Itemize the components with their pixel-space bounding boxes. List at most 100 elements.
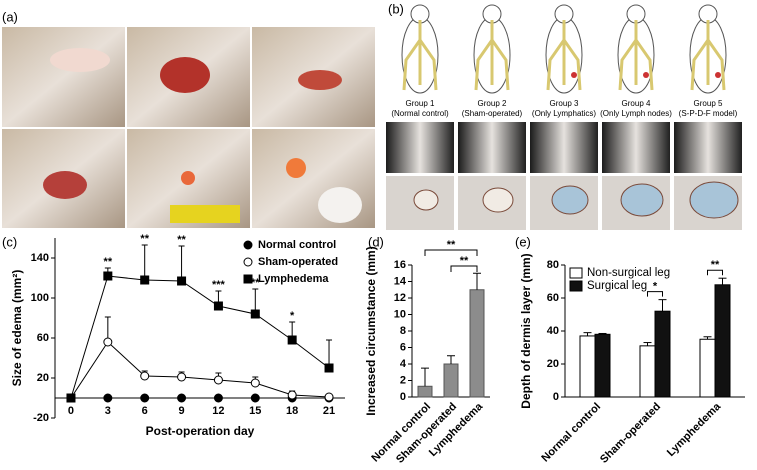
group-note: (Only Lymph nodes) [600,109,672,118]
surgery-photos [2,27,375,228]
x-tick-label: Normal control [539,401,603,465]
significance: ** [177,234,186,246]
group-note: (Sham-operated) [462,109,523,118]
x-tick-label: 0 [68,405,74,417]
significance: * [290,310,295,322]
leg-photo [602,122,670,173]
panel-label: (c) [2,234,17,249]
panel-label: (e) [515,234,531,249]
legend-label: Lymphedema [258,273,329,285]
point [213,301,223,311]
group-note: (Only Lymphatics) [532,109,597,118]
point [324,363,334,373]
x-tick-label: 6 [142,405,148,417]
lymph-vessels [690,20,726,91]
x-tick-label: Sham-operated [598,401,663,465]
significance: * [653,281,658,293]
y-tick-label: 40 [547,325,559,337]
panel-label: (d) [368,234,384,249]
x-tick-label: 15 [249,405,261,417]
group-note: (Normal control) [391,109,449,118]
point [177,393,187,403]
group-name: Group 2 [478,99,507,108]
point [250,393,260,403]
point [103,271,113,281]
leg-photo [674,122,742,173]
y-tick-label: -20 [33,412,49,424]
y-tick-label: 60 [37,332,49,344]
point [103,337,113,347]
significance: *** [212,279,226,291]
x-axis-label: Post-operation day [146,424,255,438]
y-tick-label: 60 [547,292,559,304]
bar [594,333,611,398]
legend-marker [243,257,253,267]
group-note: (S-P-D-F model) [679,109,738,118]
series-line [70,341,330,399]
y-axis-label: Increased circumstance (mm) [364,246,378,415]
legend-label: Non-surgical leg [587,267,670,279]
legend-swatch [569,267,583,279]
y-tick-label: 20 [37,372,49,384]
bracket [450,265,478,272]
lesion [571,72,577,78]
x-tick-label: 3 [105,405,111,417]
y-axis-label: Size of edema (mm²) [10,270,24,387]
group-name: Group 3 [550,99,579,108]
bar [469,289,485,398]
leg-photos [386,122,742,230]
y-tick-label: 0 [553,391,559,403]
legend-marker [243,240,253,250]
bracket [647,291,663,297]
mouse-diagrams [401,4,727,94]
lymph-vessels [402,20,438,91]
y-tick-label: 12 [394,292,406,304]
significance: ** [140,233,149,245]
point [66,393,76,403]
group-name: Group 5 [694,99,723,108]
legend-label: Sham-operated [258,256,338,268]
y-tick-label: 4 [400,358,407,370]
leg [689,181,739,219]
significance: ** [447,239,456,251]
lesion [715,72,721,78]
y-tick-label: 6 [400,341,406,353]
bar [417,385,433,398]
leg-photo [530,122,598,173]
point [250,378,260,388]
point [213,375,223,385]
legend-swatch [569,280,583,292]
bracket [424,249,478,256]
leg [551,185,589,215]
lymph-vessels [618,20,654,91]
point [140,393,150,403]
legend-marker [243,274,253,284]
lymph-vessels [546,20,582,91]
bar [699,338,716,398]
point [140,371,150,381]
point [324,392,334,402]
leg-photo [458,122,526,173]
bar [654,310,671,398]
leg-photo [386,122,454,173]
x-tick-label: 12 [212,405,224,417]
point [177,372,187,382]
leg [620,183,664,217]
point [287,335,297,345]
panel-label: (a) [2,9,18,24]
point [103,393,113,403]
significance: ** [711,259,720,271]
point [287,390,297,400]
bar [714,284,731,398]
y-tick-label: 140 [31,252,49,264]
bar [579,335,596,398]
point [140,275,150,285]
group-name: Group 1 [406,99,435,108]
group-name: Group 4 [622,99,651,108]
y-tick-label: 100 [31,292,49,304]
legend-label: Surgical leg [587,280,647,292]
y-tick-label: 16 [394,259,406,271]
legend-label: Normal control [258,239,336,251]
x-tick-label: 18 [286,405,298,417]
